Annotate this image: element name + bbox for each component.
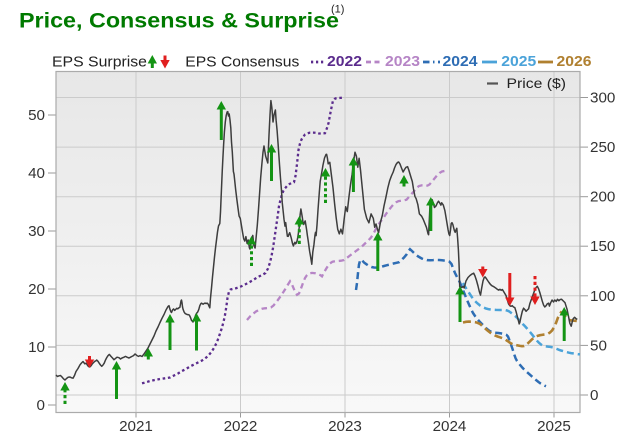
svg-text:40: 40 — [28, 165, 45, 182]
svg-text:30: 30 — [28, 223, 45, 240]
svg-text:2022: 2022 — [327, 54, 362, 70]
svg-text:Price ($): Price ($) — [507, 76, 567, 92]
svg-text:0: 0 — [37, 397, 45, 414]
svg-text:2023: 2023 — [328, 418, 362, 435]
svg-text:50: 50 — [590, 337, 607, 354]
svg-text:0: 0 — [590, 387, 598, 404]
svg-text:2025: 2025 — [537, 418, 571, 435]
svg-text:(1): (1) — [331, 4, 344, 16]
svg-text:20: 20 — [28, 281, 45, 298]
svg-text:EPS Surprise: EPS Surprise — [52, 55, 147, 71]
svg-text:50: 50 — [28, 107, 45, 124]
svg-text:Price, Consensus & Surprise: Price, Consensus & Surprise — [19, 9, 339, 33]
svg-text:EPS Consensus: EPS Consensus — [185, 55, 299, 71]
svg-text:2023: 2023 — [385, 54, 420, 70]
svg-text:2021: 2021 — [119, 418, 153, 435]
svg-text:10: 10 — [28, 339, 45, 356]
svg-text:250: 250 — [590, 139, 615, 156]
svg-text:2025: 2025 — [501, 54, 536, 70]
svg-text:100: 100 — [590, 288, 615, 305]
svg-text:2026: 2026 — [557, 54, 592, 70]
svg-text:2024: 2024 — [433, 418, 467, 435]
svg-text:2022: 2022 — [224, 418, 258, 435]
svg-text:2024: 2024 — [443, 54, 479, 70]
svg-text:200: 200 — [590, 189, 615, 206]
svg-text:300: 300 — [590, 90, 615, 107]
svg-text:150: 150 — [590, 238, 615, 255]
